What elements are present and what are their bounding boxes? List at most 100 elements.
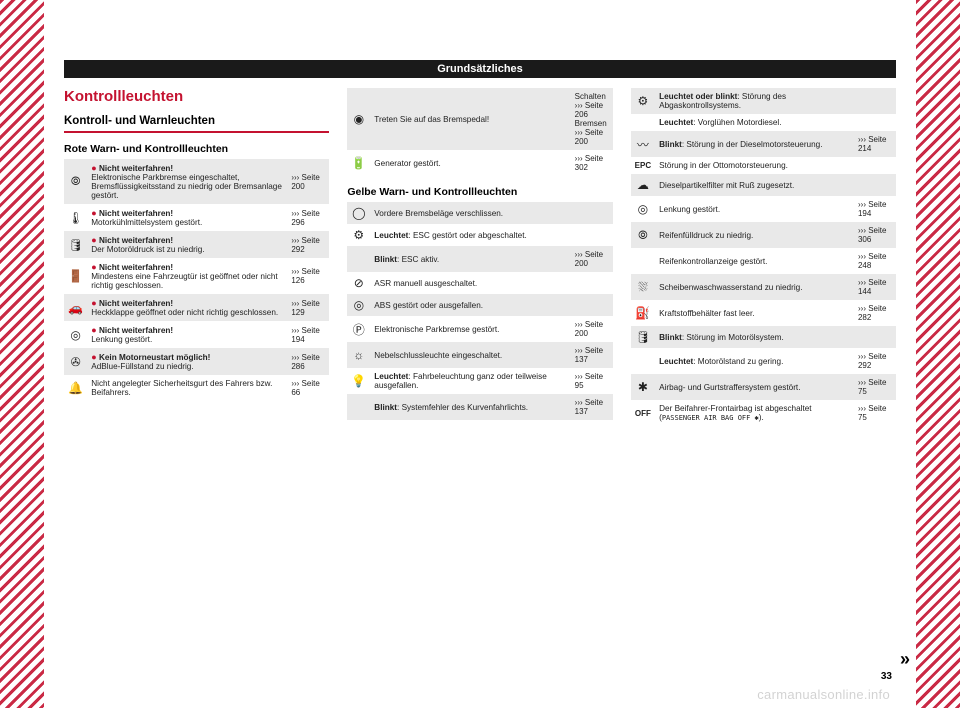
warning-icon: ◎ <box>64 321 87 348</box>
warning-icon <box>347 246 370 272</box>
page-ref: ››› Seite 75 <box>854 400 896 426</box>
page-ref: ››› Seite 292 <box>287 231 329 258</box>
column-2: ◉ Treten Sie auf das Bremspedal! Schalte… <box>347 88 612 426</box>
warning-text: Airbag- und Gurtstraffersystem gestört. <box>655 374 854 400</box>
warning-icon: ⛽ <box>631 300 655 326</box>
table-row: 🛢 Blinkt: Störung im Motorölsystem. <box>631 326 896 348</box>
page-ref: ››› Seite 286 <box>287 348 329 375</box>
table-row: Reifenkontrollanzeige gestört. ››› Seite… <box>631 248 896 274</box>
warning-icon: ✇ <box>64 348 87 375</box>
warning-icon: Ⓟ <box>347 316 370 342</box>
warning-icon: ⦾ <box>64 159 87 204</box>
group-title-red: Rote Warn- und Kontrollleuchten <box>64 143 329 155</box>
warning-icon <box>631 248 655 274</box>
subsection-title: Kontroll- und Warnleuchten <box>64 115 329 127</box>
page-ref: ››› Seite 194 <box>854 196 896 222</box>
page-ref <box>571 272 613 294</box>
warning-icon: ⚙ <box>631 88 655 114</box>
table-row: ⚙ Leuchtet: ESC gestört oder abgeschalte… <box>347 224 612 246</box>
table-row: Blinkt: Systemfehler des Kurvenfahrlicht… <box>347 394 612 420</box>
warning-text: ABS gestört oder ausgefallen. <box>370 294 570 316</box>
column-3: ⚙ Leuchtet oder blinkt: Störung des Abga… <box>631 88 896 426</box>
watermark: carmanualsonline.info <box>757 687 890 702</box>
warning-icon <box>631 348 655 374</box>
table-col2-top: ◉ Treten Sie auf das Bremspedal! Schalte… <box>347 88 612 176</box>
warning-icon: ◯ <box>347 202 370 224</box>
table-row: ◎ Lenkung gestört. ››› Seite 194 <box>631 196 896 222</box>
warning-icon: ◎ <box>347 294 370 316</box>
left-hatch <box>0 0 44 708</box>
warning-icon: ⊘ <box>347 272 370 294</box>
page-ref: ››› Seite 200 <box>287 159 329 204</box>
page-ref <box>854 88 896 114</box>
page-ref <box>854 174 896 196</box>
warning-text: Reifenfülldruck zu niedrig. <box>655 222 854 248</box>
warning-text: Blinkt: ESC aktiv. <box>370 246 570 272</box>
page-content: Grundsätzliches Kontrollleuchten Kontrol… <box>64 60 896 684</box>
page-ref <box>854 114 896 131</box>
warning-text: ● Nicht weiterfahren!Heckklappe geöffnet… <box>87 294 287 321</box>
warning-text: Vordere Bremsbeläge verschlissen. <box>370 202 570 224</box>
table-row: 🚗 ● Nicht weiterfahren!Heckklappe geöffn… <box>64 294 329 321</box>
warning-icon: 🚪 <box>64 258 87 294</box>
page-ref: ››› Seite 137 <box>571 342 613 368</box>
page-ref: ››› Seite 129 <box>287 294 329 321</box>
page-ref: ››› Seite 248 <box>854 248 896 274</box>
warning-text: Störung in der Ottomotorsteuerung. <box>655 157 854 174</box>
warning-text: ● Nicht weiterfahren!Mindestens eine Fah… <box>87 258 287 294</box>
table-row: ⚙ Leuchtet oder blinkt: Störung des Abga… <box>631 88 896 114</box>
warning-text: Nicht angelegter Sicherheitsgurt des Fah… <box>87 375 287 401</box>
warning-icon: 🛢 <box>64 231 87 258</box>
table-row: ◎ ABS gestört oder ausgefallen. <box>347 294 612 316</box>
warning-text: Blinkt: Systemfehler des Kurvenfahrlicht… <box>370 394 570 420</box>
page-ref: ››› Seite 95 <box>571 368 613 394</box>
warning-text: Dieselpartikelfilter mit Ruß zugesetzt. <box>655 174 854 196</box>
warning-icon: ☁ <box>631 174 655 196</box>
warning-text: Der Beifahrer-Frontairbag ist abgeschalt… <box>655 400 854 426</box>
table-row: Blinkt: ESC aktiv. ››› Seite 200 <box>347 246 612 272</box>
column-1: Kontrollleuchten Kontroll- und Warnleuch… <box>64 88 329 426</box>
warning-icon: 🚗 <box>64 294 87 321</box>
page-ref: ››› Seite 200 <box>571 246 613 272</box>
page-ref <box>571 224 613 246</box>
page-ref <box>571 294 613 316</box>
warning-icon: ◎ <box>631 196 655 222</box>
warning-icon: ◉ <box>347 88 370 150</box>
page-ref: ››› Seite 126 <box>287 258 329 294</box>
page-ref: ››› Seite 292 <box>854 348 896 374</box>
table-row: ✇ ● Kein Motorneustart möglich!AdBlue-Fü… <box>64 348 329 375</box>
right-hatch <box>916 0 960 708</box>
page-ref: ››› Seite 214 <box>854 131 896 157</box>
page-number: 33 <box>881 671 892 682</box>
page-header: Grundsätzliches <box>64 60 896 78</box>
page-ref: ››› Seite 200 <box>571 316 613 342</box>
warning-text: Leuchtet: Fahrbeleuchtung ganz oder teil… <box>370 368 570 394</box>
table-row: 🚪 ● Nicht weiterfahren!Mindestens eine F… <box>64 258 329 294</box>
table-row: 💡 Leuchtet: Fahrbeleuchtung ganz oder te… <box>347 368 612 394</box>
warning-icon: EPC <box>631 157 655 174</box>
page-ref: ››› Seite 137 <box>571 394 613 420</box>
page-ref <box>571 202 613 224</box>
table-row: 🔔 Nicht angelegter Sicherheitsgurt des F… <box>64 375 329 401</box>
table-col3: ⚙ Leuchtet oder blinkt: Störung des Abga… <box>631 88 896 426</box>
page-ref: ››› Seite 296 <box>287 204 329 231</box>
warning-text: ● Kein Motorneustart möglich!AdBlue-Füll… <box>87 348 287 375</box>
table-red-warnings: ⦾ ● Nicht weiterfahren!Elektronische Par… <box>64 159 329 401</box>
warning-text: Generator gestört. <box>370 150 570 176</box>
table-row: 🛢 ● Nicht weiterfahren!Der Motoröldruck … <box>64 231 329 258</box>
warning-text: Reifenkontrollanzeige gestört. <box>655 248 854 274</box>
warning-icon: ✱ <box>631 374 655 400</box>
warning-icon: 🔋 <box>347 150 370 176</box>
table-row: 〰 Blinkt: Störung in der Dieselmotorsteu… <box>631 131 896 157</box>
warning-text: Kraftstoffbehälter fast leer. <box>655 300 854 326</box>
table-row: ⦾ Reifenfülldruck zu niedrig. ››› Seite … <box>631 222 896 248</box>
page-ref: ››› Seite 144 <box>854 274 896 300</box>
table-row: ⊘ ASR manuell ausgeschaltet. <box>347 272 612 294</box>
group-title-yellow: Gelbe Warn- und Kontrollleuchten <box>347 186 612 198</box>
table-row: ☼ Nebelschlussleuchte eingeschaltet. ›››… <box>347 342 612 368</box>
warning-text: Lenkung gestört. <box>655 196 854 222</box>
section-title: Kontrollleuchten <box>64 88 329 105</box>
table-row: ◯ Vordere Bremsbeläge verschlissen. <box>347 202 612 224</box>
warning-icon: 🌡 <box>64 204 87 231</box>
table-row: Leuchtet: Vorglühen Motordiesel. <box>631 114 896 131</box>
